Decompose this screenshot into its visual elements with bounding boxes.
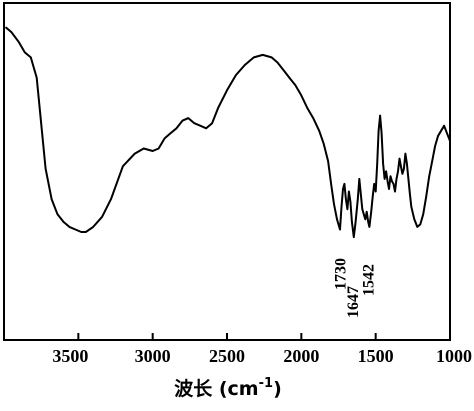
x-axis-ticks: [77, 333, 451, 340]
x-tick-label-3000: 3000: [135, 346, 171, 366]
x-axis-title-main: 波长 (cm: [174, 377, 258, 400]
spectrum-line: [4, 26, 451, 239]
x-axis-title-close: ): [273, 378, 282, 400]
x-tick-label-3500: 3500: [52, 346, 88, 366]
x-axis-tick-labels: 3500 3000 2500 2000 1500 1000: [52, 346, 472, 366]
x-tick-label-2500: 2500: [209, 346, 245, 366]
peak-label-1647: 1647: [345, 286, 362, 318]
peak-label-1730: 1730: [332, 258, 349, 290]
x-axis-title-superscript: -1: [259, 376, 273, 391]
x-tick-label-1500: 1500: [358, 346, 394, 366]
x-axis-title: 波长 (cm-1): [174, 376, 282, 400]
x-tick-label-1000: 1000: [436, 346, 472, 366]
peak-label-1542: 1542: [360, 264, 377, 296]
x-tick-label-2000: 2000: [283, 346, 319, 366]
